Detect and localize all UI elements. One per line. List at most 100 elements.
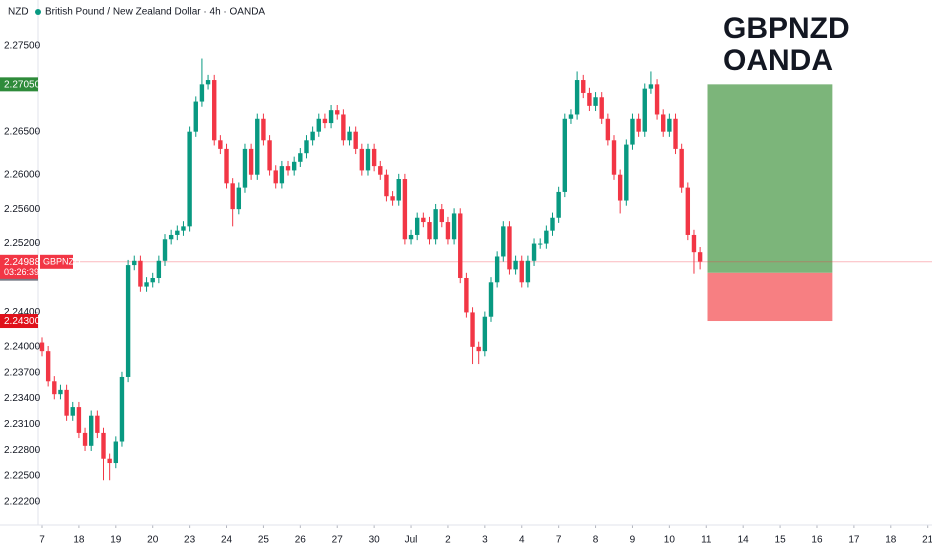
candle-body (328, 110, 334, 124)
candle-body (550, 217, 555, 231)
y-tick-label: 2.24000 (4, 341, 41, 352)
x-tick-label: Jul (405, 535, 418, 546)
x-tick-label: 18 (73, 535, 85, 546)
candle-body (507, 226, 512, 270)
candle-body (156, 260, 162, 278)
plot (35, 45, 932, 528)
candle-body (335, 110, 340, 115)
candle-body (52, 381, 57, 395)
y-tick-label: 2.26500 (4, 126, 41, 137)
current-price-box (0, 254, 38, 279)
candle-body (187, 131, 192, 227)
candle-body (494, 256, 500, 283)
candle-body (162, 239, 168, 261)
x-tick-label: 11 (701, 535, 712, 546)
x-tick-label: 21 (922, 535, 932, 546)
price-label-box (0, 314, 38, 329)
candle-body (255, 118, 260, 175)
x-tick-label: 25 (258, 535, 270, 546)
candle-body (414, 217, 420, 235)
y-tick-label: 2.22200 (4, 496, 41, 507)
candle-body (624, 144, 629, 201)
loss-zone (707, 272, 833, 322)
candle-body (132, 260, 137, 266)
price-label: 2.27050 (4, 79, 41, 90)
candle-body (236, 187, 242, 210)
x-tick-label: 10 (664, 535, 676, 546)
x-tick-label: 14 (738, 535, 750, 546)
candle-body (531, 243, 537, 261)
candle-body (599, 97, 604, 119)
candle-body (378, 166, 383, 175)
candle-body (421, 217, 426, 223)
candle-body (445, 222, 451, 240)
candle-body (519, 260, 524, 283)
y-tick-label: 2.23700 (4, 367, 41, 378)
candle-body (525, 260, 531, 283)
x-tick-label: 15 (775, 535, 787, 546)
candle-body (636, 118, 641, 132)
candle-body (125, 265, 131, 377)
symbol-header: British Pound / New Zealand Dollar · 4h … (45, 7, 265, 18)
candle-body (654, 84, 660, 115)
candle-body (384, 174, 389, 197)
currency-label: NZD (8, 7, 29, 18)
candle-body (568, 114, 574, 119)
candle-body (661, 114, 666, 132)
symbol-tag-box (40, 254, 73, 269)
x-tick-label: 19 (110, 535, 122, 546)
candle-body (359, 148, 365, 171)
candle-body (587, 92, 592, 106)
candle-body (593, 97, 598, 106)
candle-body (365, 148, 371, 171)
current-price-label: 2.24988 (4, 257, 41, 268)
candle-body (697, 252, 703, 262)
candle-body (458, 213, 463, 278)
candle-body (193, 101, 198, 132)
candle-body (544, 230, 549, 244)
candle-body (101, 432, 106, 459)
candle-body (347, 131, 352, 141)
annotation: OANDA (723, 44, 833, 77)
candle-body (433, 209, 438, 240)
candle-body (218, 140, 223, 149)
candle-body (371, 148, 377, 167)
candle-body (667, 118, 672, 132)
x-tick-label: 26 (295, 535, 307, 546)
candle-body (439, 209, 444, 223)
status-dot (35, 9, 41, 15)
annotation: GBPNZD (723, 12, 850, 45)
candle-body (285, 166, 291, 171)
candle-body (150, 277, 155, 283)
candle-body (617, 174, 623, 201)
candle-body (248, 148, 254, 175)
candle-body (581, 80, 586, 93)
candle-body (464, 277, 469, 313)
candle-body (76, 407, 82, 433)
candle-body (630, 118, 635, 145)
candle-body (642, 88, 647, 132)
candle-body (611, 140, 617, 175)
candle-body (427, 222, 432, 240)
candle-body (70, 407, 75, 416)
candle-body (408, 234, 414, 240)
y-tick-label: 2.22800 (4, 445, 41, 456)
candle-body (574, 80, 580, 115)
price-label: 2.24300 (4, 316, 41, 327)
candle-body (451, 213, 457, 240)
x-tick-label: 7 (39, 535, 45, 546)
y-tick-label: 2.25200 (4, 238, 41, 249)
profit-zone (707, 84, 833, 273)
symbol-tag: GBPNZD (43, 257, 81, 267)
candle-body (267, 140, 272, 171)
x-tick-label: 16 (811, 535, 823, 546)
candle-body (470, 312, 475, 347)
x-tick-label: 17 (848, 535, 860, 546)
candle-body (224, 148, 229, 184)
candle-body (304, 140, 309, 154)
candle-body (310, 131, 315, 141)
candle-body (144, 282, 149, 287)
x-tick-label: 8 (593, 535, 599, 546)
candle-body (205, 80, 211, 85)
